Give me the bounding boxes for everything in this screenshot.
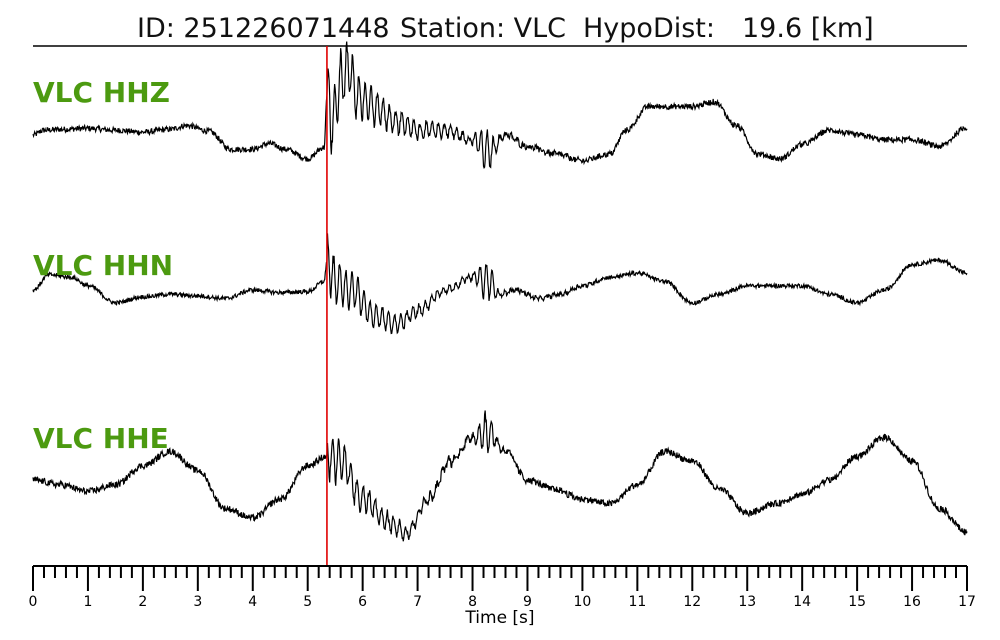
tick-label: 9 bbox=[523, 594, 532, 610]
traces-group bbox=[32, 41, 968, 542]
trace-vlc-hhe bbox=[32, 410, 968, 542]
channel-label-vlc-hhn: VLC HHN bbox=[33, 249, 173, 282]
tick-label: 12 bbox=[683, 594, 701, 610]
channel-label-vlc-hhe: VLC HHE bbox=[33, 422, 169, 455]
tick-label: 3 bbox=[193, 594, 202, 610]
tick-label: 16 bbox=[903, 594, 921, 610]
tick-label: 2 bbox=[138, 594, 147, 610]
minor-ticks bbox=[42, 566, 958, 578]
tick-label: 14 bbox=[793, 594, 811, 610]
tick-labels: 0 1 2 3 4 5 6 7 8 9 10 11 12 13 14 15 16 17 bbox=[29, 594, 976, 610]
plot-title-hypodist-value: 19.6 [km] bbox=[742, 13, 874, 44]
tick-label: 8 bbox=[468, 594, 477, 610]
tick-label: 10 bbox=[573, 594, 591, 610]
tick-label: 6 bbox=[358, 594, 367, 610]
time-axis: 0 1 2 3 4 5 6 7 8 9 10 11 12 13 14 15 16 17 bbox=[29, 565, 976, 610]
tick-label: 11 bbox=[628, 594, 646, 610]
x-axis-label: Time [s] bbox=[464, 608, 534, 628]
channel-labels: VLC HHZ VLC HHN VLC HHE bbox=[33, 76, 173, 455]
major-ticks bbox=[32, 566, 968, 591]
tick-label: 0 bbox=[29, 594, 38, 610]
trace-vlc-hhn bbox=[32, 233, 968, 335]
channel-label-vlc-hhz: VLC HHZ bbox=[33, 76, 170, 109]
tick-label: 7 bbox=[413, 594, 422, 610]
tick-label: 1 bbox=[83, 594, 92, 610]
plot-title-hypodist-label: HypoDist: bbox=[583, 13, 715, 44]
tick-label: 5 bbox=[303, 594, 312, 610]
tick-label: 4 bbox=[248, 594, 257, 610]
plot-title-id: ID: 251226071448 bbox=[137, 13, 390, 44]
tick-label: 17 bbox=[958, 594, 976, 610]
plot-title-station: Station: VLC bbox=[400, 13, 566, 44]
tick-label: 13 bbox=[738, 594, 756, 610]
trace-vlc-hhz bbox=[32, 41, 968, 170]
tick-label: 15 bbox=[848, 594, 866, 610]
